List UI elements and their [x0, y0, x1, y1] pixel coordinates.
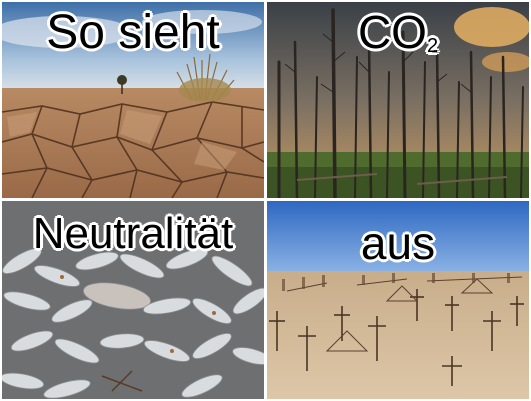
- caption-neutralitaet: Neutralität: [32, 209, 234, 258]
- dead-forest-image: [267, 2, 529, 198]
- panel-dead-forest: CO2: [267, 2, 529, 198]
- caption-co2: CO2: [267, 9, 529, 56]
- panel-dead-fish: Neutralität: [2, 201, 264, 399]
- cemetery-image: [267, 201, 529, 399]
- caption-subscript: 2: [426, 35, 439, 57]
- caption-co: CO: [357, 6, 427, 58]
- dead-fish-image: [2, 201, 264, 399]
- caption-so-sieht: So sieht: [46, 6, 220, 59]
- panel-drought: So sieht: [2, 2, 264, 198]
- caption-aus: aus: [360, 217, 436, 269]
- panel-cemetery: aus: [267, 201, 529, 399]
- drought-image: [2, 2, 264, 198]
